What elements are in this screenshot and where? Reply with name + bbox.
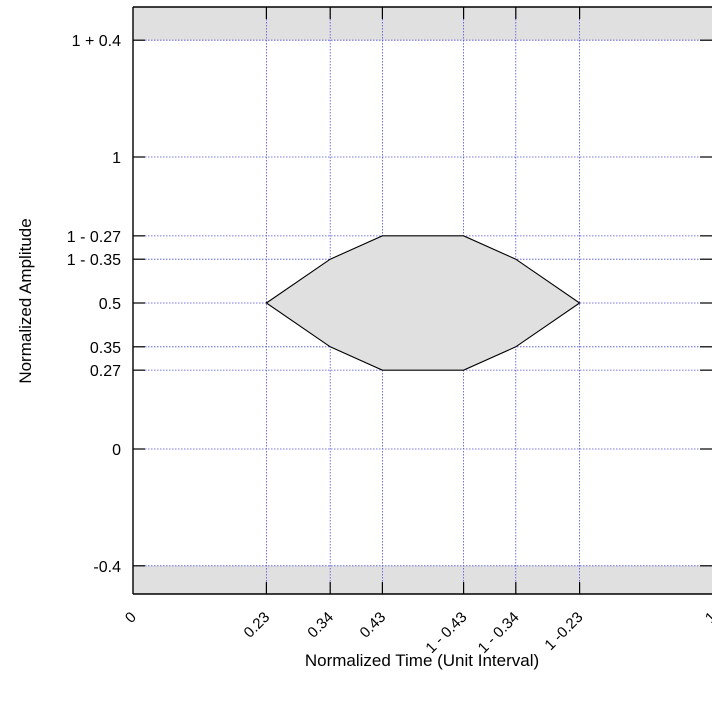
y-tick-label: 1 + 0.4 (72, 33, 121, 50)
y-tick-label: 0.5 (99, 296, 121, 313)
x-tick-label: 1 - 0.34 (475, 609, 523, 657)
y-tick-label: -0.4 (93, 559, 121, 576)
x-tick-label: 0.43 (357, 609, 390, 642)
y-tick-label: 0.35 (90, 340, 121, 357)
x-tick-label: 1 -0.23 (541, 609, 586, 654)
x-tick-label: 0 (122, 609, 140, 627)
y-tick-labels: 1 + 0.4 1 1 - 0.27 1 - 0.35 0.5 0.35 0.27 0 -0.4 (67, 33, 121, 576)
mask-layer (133, 7, 712, 594)
x-tick-labels: 0 0.23 0.34 0.43 1 - 0.43 1 - 0.34 1 -0.23 1 (122, 609, 712, 657)
y-axis-title: Normalized Amplitude (16, 218, 35, 383)
axes-layer (132, 6, 712, 595)
eye-mask-polygon (265, 235, 581, 371)
y-tick-label: 0 (112, 442, 121, 459)
x-tick-label: 0.23 (241, 609, 274, 642)
top-mask-region (133, 7, 712, 41)
y-tick-label: 1 - 0.35 (67, 252, 121, 269)
x-tick-label: 1 - 0.43 (422, 609, 470, 657)
x-tick-label: 0.34 (304, 609, 337, 642)
y-tick-label: 1 - 0.27 (67, 229, 121, 246)
x-axis-title: Normalized Time (Unit Interval) (305, 651, 539, 670)
y-tick-label: 1 (112, 150, 121, 167)
eye-layer (265, 235, 581, 371)
x-tick-label: 1 (702, 609, 712, 627)
y-tick-label: 0.27 (90, 363, 121, 380)
bottom-mask-region (133, 565, 712, 594)
